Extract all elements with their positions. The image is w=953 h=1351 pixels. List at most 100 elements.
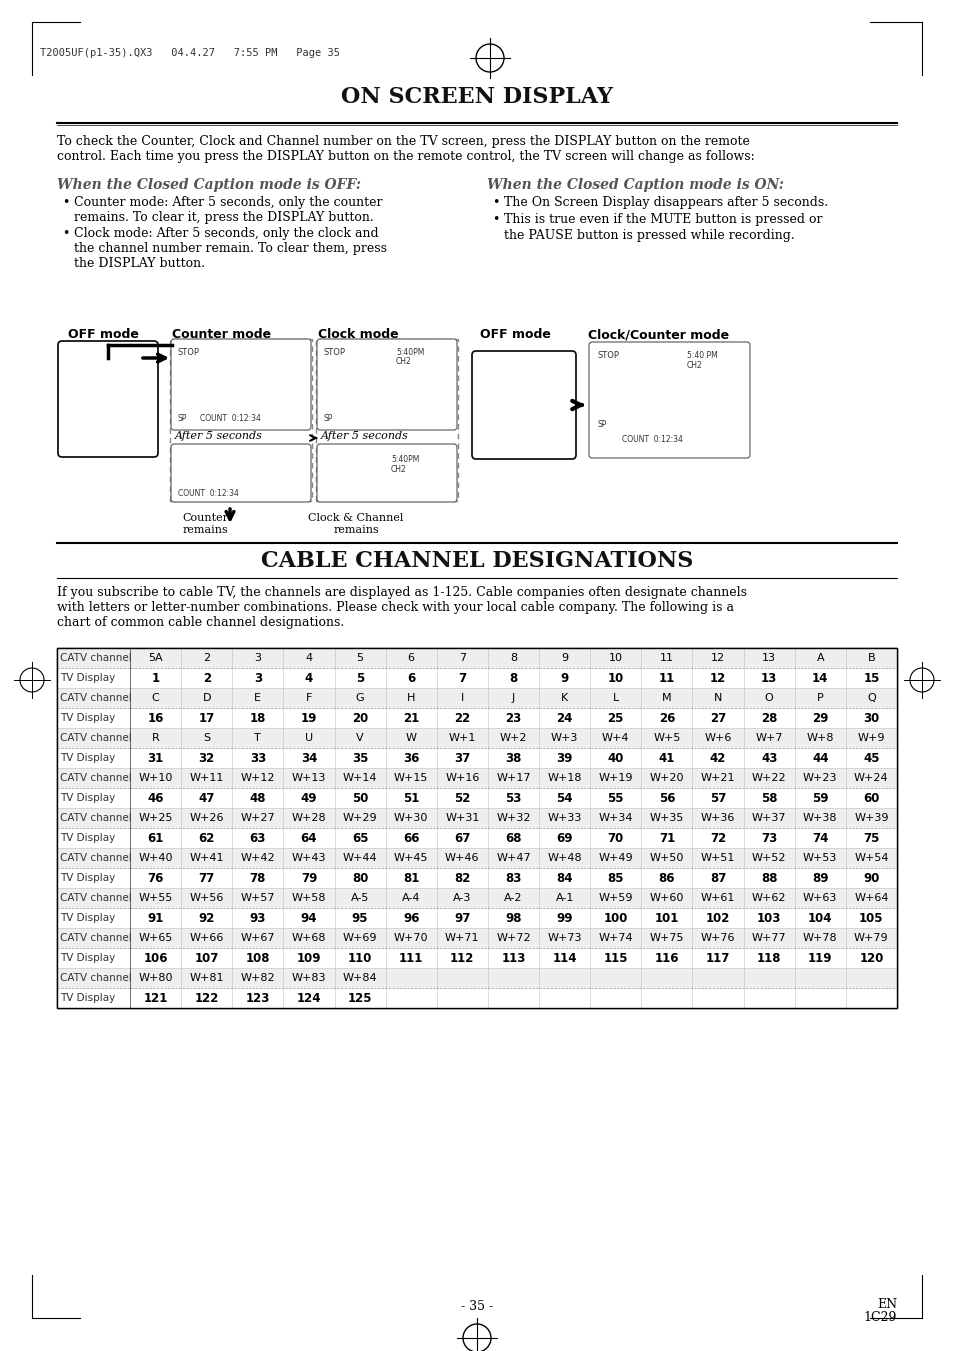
Text: After 5 seconds: After 5 seconds	[174, 431, 263, 440]
Text: E: E	[254, 693, 261, 703]
Text: SP: SP	[324, 413, 333, 423]
Text: 83: 83	[505, 871, 521, 885]
Text: 106: 106	[143, 951, 168, 965]
Text: 81: 81	[402, 871, 419, 885]
Bar	[57, 788, 896, 808]
Text: SP: SP	[598, 420, 607, 430]
Text: A-2: A-2	[504, 893, 522, 902]
Text: A-3: A-3	[453, 893, 471, 902]
Text: 96: 96	[402, 912, 419, 924]
Text: TV Display: TV Display	[60, 753, 115, 763]
Text: W+17: W+17	[496, 773, 530, 784]
Text: 12: 12	[710, 653, 724, 663]
Text: 59: 59	[811, 792, 828, 804]
Text: W+69: W+69	[342, 934, 377, 943]
Text: 49: 49	[300, 792, 317, 804]
Text: W+49: W+49	[598, 852, 633, 863]
Text: 91: 91	[147, 912, 164, 924]
Text: W+70: W+70	[394, 934, 428, 943]
Text: STOP: STOP	[324, 349, 346, 357]
Text: W+81: W+81	[190, 973, 224, 984]
Text: 87: 87	[709, 871, 725, 885]
Text: W+78: W+78	[802, 934, 837, 943]
Text: F: F	[306, 693, 312, 703]
Text: 5:40PM: 5:40PM	[391, 455, 419, 463]
Text: 93: 93	[250, 912, 266, 924]
Text: 89: 89	[811, 871, 828, 885]
Text: W+10: W+10	[138, 773, 172, 784]
Text: TV Display: TV Display	[60, 793, 115, 802]
Text: STOP: STOP	[178, 349, 200, 357]
Text: 1C29: 1C29	[862, 1310, 896, 1324]
Text: T: T	[254, 734, 261, 743]
Text: U: U	[305, 734, 313, 743]
Text: CATV channel: CATV channel	[60, 852, 132, 863]
Text: 10: 10	[608, 653, 622, 663]
Text: 51: 51	[402, 792, 419, 804]
Text: 4: 4	[305, 653, 313, 663]
Text: 30: 30	[862, 712, 879, 724]
Bar	[57, 648, 896, 667]
Bar	[170, 339, 312, 501]
Text: 35: 35	[352, 751, 368, 765]
Text: 105: 105	[859, 912, 882, 924]
Text: 109: 109	[296, 951, 321, 965]
Text: W+59: W+59	[598, 893, 633, 902]
Text: 5A: 5A	[148, 653, 163, 663]
Text: 117: 117	[705, 951, 729, 965]
Text: P: P	[816, 693, 822, 703]
Text: 6: 6	[407, 671, 415, 685]
Text: W+4: W+4	[601, 734, 629, 743]
Text: 118: 118	[756, 951, 781, 965]
Text: W+38: W+38	[802, 813, 837, 823]
Text: 120: 120	[859, 951, 882, 965]
Text: ON SCREEN DISPLAY: ON SCREEN DISPLAY	[341, 86, 612, 108]
Text: COUNT  0:12:34: COUNT 0:12:34	[621, 435, 682, 444]
Text: TV Display: TV Display	[60, 713, 115, 723]
Text: 1: 1	[152, 671, 159, 685]
Text: CH2: CH2	[686, 361, 702, 370]
Text: TV Display: TV Display	[60, 952, 115, 963]
Text: 67: 67	[454, 831, 470, 844]
Text: A-5: A-5	[351, 893, 369, 902]
Text: If you subscribe to cable TV, the channels are displayed as 1-125. Cable compani: If you subscribe to cable TV, the channe…	[57, 586, 746, 630]
Text: 98: 98	[505, 912, 521, 924]
Text: W+28: W+28	[292, 813, 326, 823]
Text: 52: 52	[454, 792, 470, 804]
Text: W+51: W+51	[700, 852, 735, 863]
Text: S: S	[203, 734, 210, 743]
Text: 78: 78	[250, 871, 266, 885]
Text: H: H	[407, 693, 415, 703]
Text: 62: 62	[198, 831, 214, 844]
Text: 122: 122	[194, 992, 218, 1005]
Text: W+3: W+3	[551, 734, 578, 743]
Text: This is true even if the MUTE button is pressed or
the PAUSE button is pressed w: This is true even if the MUTE button is …	[503, 213, 821, 242]
Text: 71: 71	[659, 831, 675, 844]
Text: 46: 46	[147, 792, 164, 804]
Text: W+62: W+62	[751, 893, 785, 902]
Text: When the Closed Caption mode is OFF:: When the Closed Caption mode is OFF:	[57, 178, 360, 192]
Text: 119: 119	[807, 951, 832, 965]
Text: K: K	[560, 693, 568, 703]
Text: 36: 36	[402, 751, 419, 765]
Text: W+5: W+5	[653, 734, 679, 743]
Text: W+12: W+12	[240, 773, 274, 784]
Text: 104: 104	[807, 912, 832, 924]
Text: 56: 56	[658, 792, 675, 804]
Text: 113: 113	[500, 951, 525, 965]
Text: I: I	[460, 693, 463, 703]
Text: W+68: W+68	[292, 934, 326, 943]
Text: 74: 74	[811, 831, 827, 844]
Text: 114: 114	[552, 951, 577, 965]
Text: W+46: W+46	[445, 852, 479, 863]
Text: 107: 107	[194, 951, 218, 965]
Text: 95: 95	[352, 912, 368, 924]
Text: 24: 24	[556, 712, 572, 724]
Text: 44: 44	[811, 751, 828, 765]
Text: W+36: W+36	[700, 813, 735, 823]
Text: - 35 -: - 35 -	[460, 1300, 493, 1313]
Text: •: •	[62, 227, 70, 240]
Text: B: B	[866, 653, 874, 663]
Text: M: M	[661, 693, 671, 703]
Text: W+53: W+53	[802, 852, 837, 863]
